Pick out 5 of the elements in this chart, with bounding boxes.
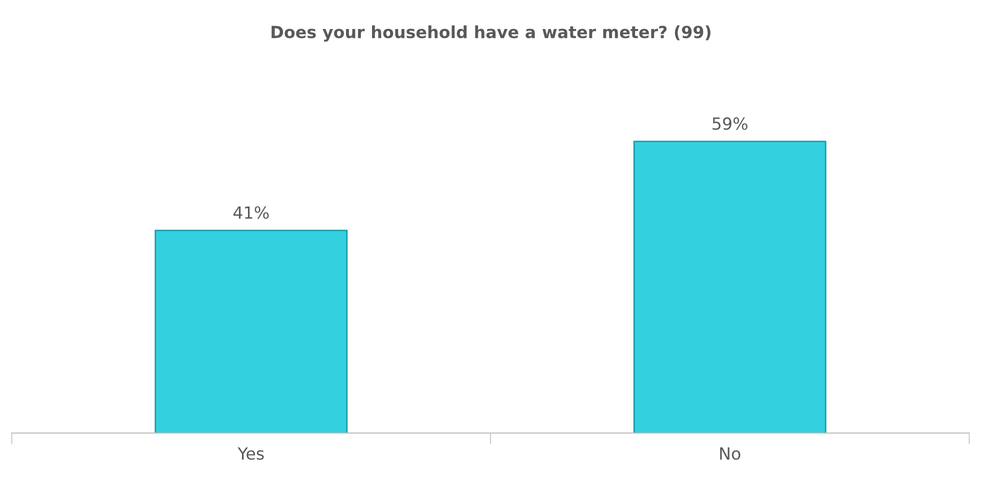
x-tick-label: No	[720, 447, 740, 460]
chart-title: Does your household have a water meter? (99)	[272, 25, 710, 42]
data-label: 41%	[233, 206, 269, 219]
x-tick-label: Yes	[238, 447, 264, 460]
data-label: 59%	[712, 117, 748, 130]
